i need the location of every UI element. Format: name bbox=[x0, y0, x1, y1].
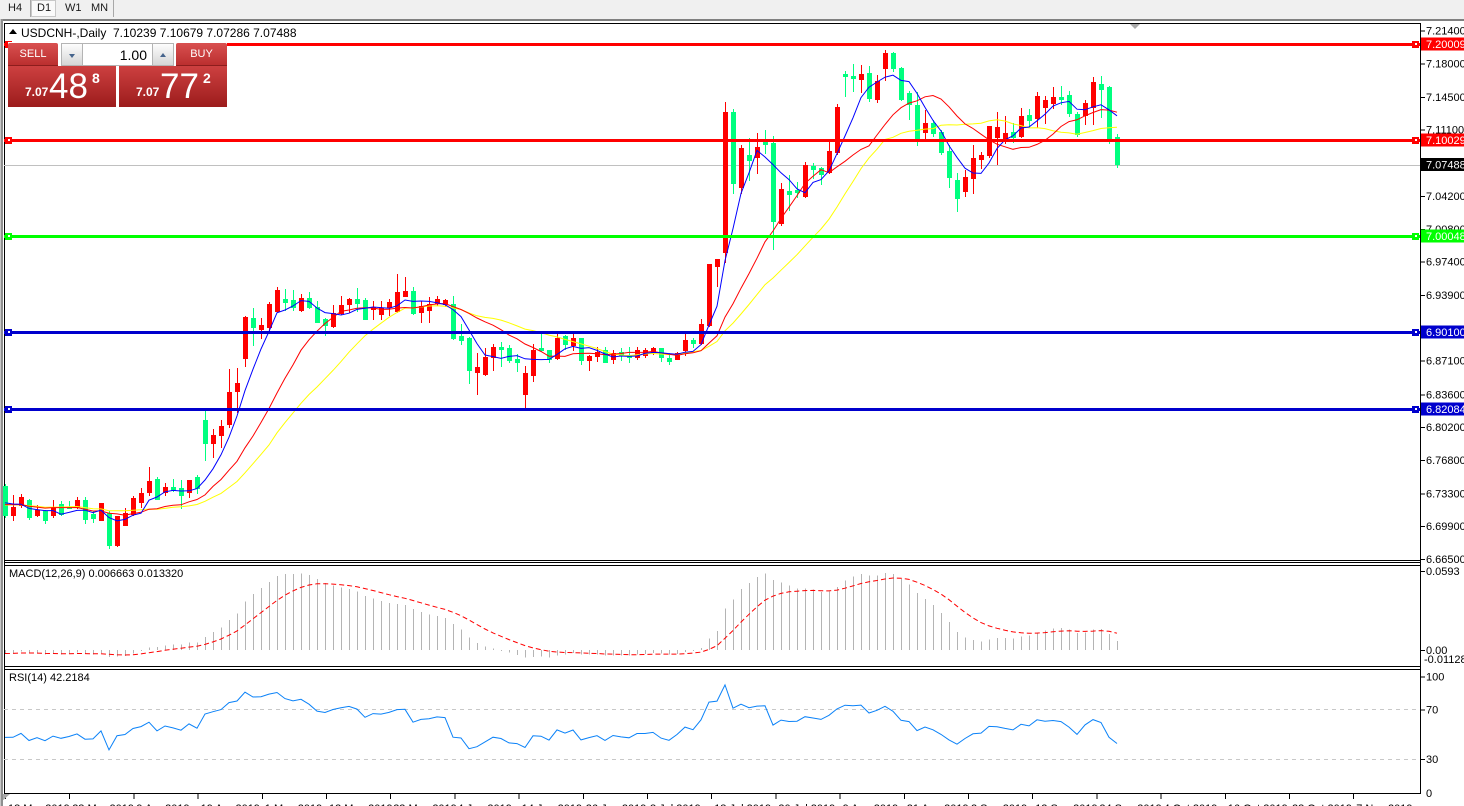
svg-text:7.14500: 7.14500 bbox=[1426, 92, 1464, 104]
svg-text:24 Sep 2019: 24 Sep 2019 bbox=[1099, 803, 1161, 806]
svg-text:6.69900: 6.69900 bbox=[1426, 521, 1464, 533]
svg-text:7.00048: 7.00048 bbox=[1426, 231, 1464, 243]
svg-text:7 Nov 2019: 7 Nov 2019 bbox=[1356, 803, 1412, 806]
svg-text:6.80200: 6.80200 bbox=[1426, 422, 1464, 434]
svg-text:0.0593: 0.0593 bbox=[1426, 566, 1460, 578]
svg-text:6.82084: 6.82084 bbox=[1426, 404, 1464, 416]
svg-text:RSI(14) 42.2184: RSI(14) 42.2184 bbox=[9, 672, 90, 684]
svg-text:28 Oct 2019: 28 Oct 2019 bbox=[1292, 803, 1352, 806]
svg-text:8 Jul 2019: 8 Jul 2019 bbox=[650, 803, 701, 806]
svg-text:6.90100: 6.90100 bbox=[1426, 327, 1464, 339]
svg-text:6.97400: 6.97400 bbox=[1426, 257, 1464, 269]
svg-text:7.07488: 7.07488 bbox=[1426, 160, 1464, 172]
svg-text:30 Jul 2019: 30 Jul 2019 bbox=[778, 803, 835, 806]
svg-text:-0.011289: -0.011289 bbox=[1424, 654, 1464, 666]
svg-text:16 Oct 2019: 16 Oct 2019 bbox=[1228, 803, 1288, 806]
svg-text:7.20009: 7.20009 bbox=[1426, 39, 1464, 51]
svg-text:23 May 2019: 23 May 2019 bbox=[393, 803, 457, 806]
svg-text:100: 100 bbox=[1426, 672, 1444, 684]
svg-text:21 Aug 2019: 21 Aug 2019 bbox=[907, 803, 969, 806]
svg-text:MACD(12,26,9) 0.006663 0.01332: MACD(12,26,9) 0.006663 0.013320 bbox=[9, 568, 183, 580]
svg-text:70: 70 bbox=[1426, 704, 1438, 716]
svg-text:7.18000: 7.18000 bbox=[1426, 58, 1464, 70]
svg-text:26 Jun 2019: 26 Jun 2019 bbox=[586, 803, 647, 806]
svg-text:19 Apr 2019: 19 Apr 2019 bbox=[201, 803, 260, 806]
svg-text:0: 0 bbox=[1426, 788, 1432, 800]
svg-text:30: 30 bbox=[1426, 754, 1438, 766]
svg-text:9 Apr 2019: 9 Apr 2019 bbox=[136, 803, 189, 806]
svg-text:6.83600: 6.83600 bbox=[1426, 389, 1464, 401]
svg-text:13 May 2019: 13 May 2019 bbox=[329, 803, 393, 806]
svg-text:7.04200: 7.04200 bbox=[1426, 191, 1464, 203]
svg-text:6.66500: 6.66500 bbox=[1426, 554, 1464, 566]
svg-text:4 Jun 2019: 4 Jun 2019 bbox=[457, 803, 511, 806]
svg-text:0.00: 0.00 bbox=[1426, 645, 1447, 657]
svg-text:4 Oct 2019: 4 Oct 2019 bbox=[1164, 803, 1218, 806]
svg-text:18 Mar 2019: 18 Mar 2019 bbox=[8, 803, 70, 806]
svg-text:6.87100: 6.87100 bbox=[1426, 356, 1464, 368]
svg-text:7.21400: 7.21400 bbox=[1426, 26, 1464, 38]
svg-text:6.73300: 6.73300 bbox=[1426, 489, 1464, 501]
svg-text:18 Jul 2019: 18 Jul 2019 bbox=[714, 803, 771, 806]
svg-text:6.76800: 6.76800 bbox=[1426, 455, 1464, 467]
svg-text:14 Jun 2019: 14 Jun 2019 bbox=[522, 803, 583, 806]
svg-text:12 Sep 2019: 12 Sep 2019 bbox=[1035, 803, 1097, 806]
svg-text:2 Sep 2019: 2 Sep 2019 bbox=[971, 803, 1027, 806]
svg-text:28 Mar 2019: 28 Mar 2019 bbox=[72, 803, 134, 806]
svg-text:6.93900: 6.93900 bbox=[1426, 290, 1464, 302]
svg-text:1 May 2019: 1 May 2019 bbox=[265, 803, 322, 806]
svg-text:9 Aug 2019: 9 Aug 2019 bbox=[843, 803, 899, 806]
svg-text:7.10029: 7.10029 bbox=[1426, 135, 1464, 147]
